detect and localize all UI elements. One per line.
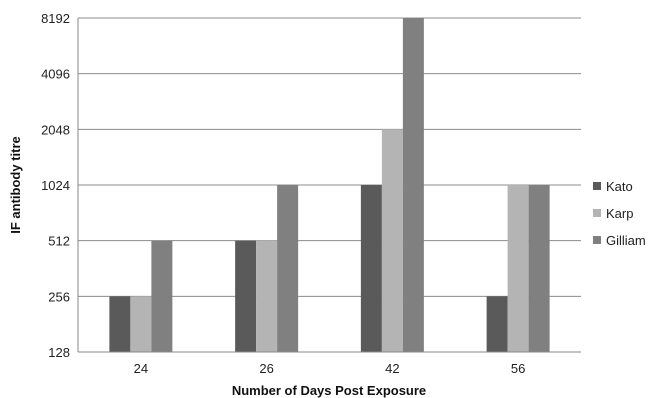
legend-label-gilliam: Gilliam [606, 233, 646, 248]
y-tick-label: 256 [48, 289, 70, 304]
bar-gilliam-24 [151, 240, 173, 352]
bar-kato-26 [235, 240, 257, 352]
bar-karp-56 [507, 185, 529, 352]
x-tick-label: 42 [385, 361, 399, 376]
axes [77, 18, 581, 353]
bar-karp-24 [130, 296, 152, 352]
legend: Kato Karp Gilliam [593, 179, 646, 248]
x-axis-title: Number of Days Post Exposure [232, 383, 426, 398]
y-tick-label: 2048 [41, 122, 70, 137]
y-tick-label: 4096 [41, 67, 70, 82]
legend-label-karp: Karp [606, 206, 633, 221]
bar-kato-24 [109, 296, 131, 352]
bars [109, 18, 550, 352]
bar-karp-42 [381, 129, 403, 352]
bar-gilliam-42 [402, 18, 424, 352]
x-tick-label: 26 [259, 361, 273, 376]
x-tick-labels: 24 26 42 56 [134, 361, 526, 376]
bar-kato-56 [486, 296, 508, 352]
legend-swatch-gilliam [593, 236, 601, 244]
bar-karp-26 [256, 240, 278, 352]
legend-swatch-karp [593, 209, 601, 217]
legend-swatch-kato [593, 182, 601, 190]
x-tick-label: 56 [511, 361, 525, 376]
y-tick-label: 1024 [41, 178, 70, 193]
y-tick-label: 8192 [41, 11, 70, 26]
y-tick-label: 512 [48, 234, 70, 249]
bar-kato-42 [360, 185, 382, 352]
y-axis-title: IF antibody titre [8, 136, 23, 234]
y-tick-labels: 128 256 512 1024 2048 4096 8192 [41, 11, 70, 360]
legend-label-kato: Kato [606, 179, 633, 194]
bar-gilliam-26 [277, 185, 299, 352]
x-tick-label: 24 [134, 361, 148, 376]
bar-gilliam-56 [528, 185, 550, 352]
y-tick-label: 128 [48, 345, 70, 360]
